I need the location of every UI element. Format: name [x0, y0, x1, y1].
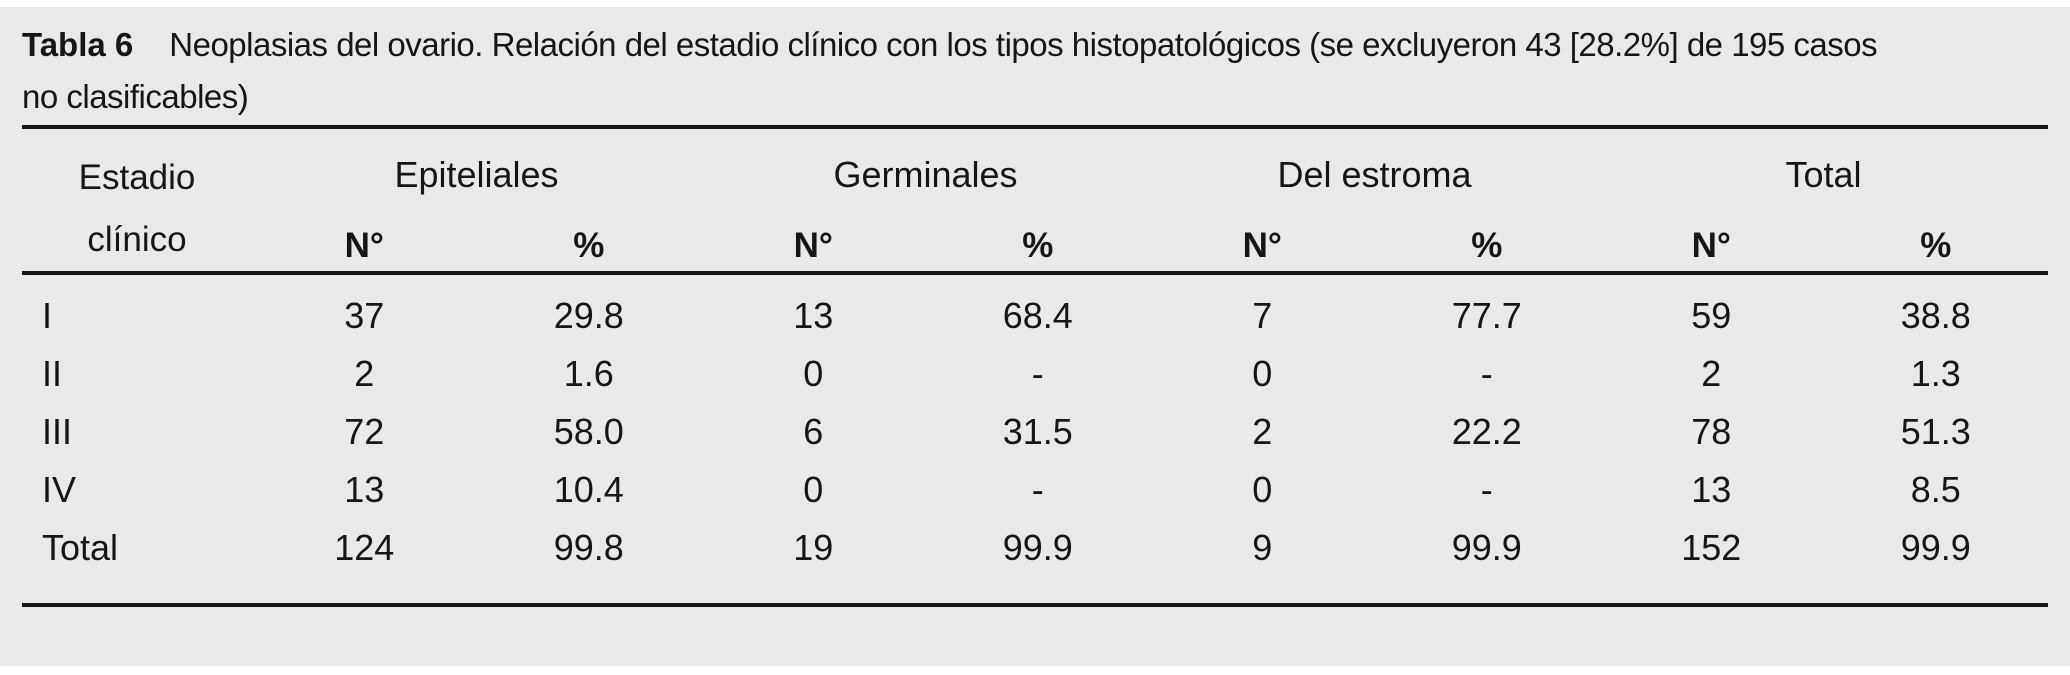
table-cell: 1.6	[563, 353, 614, 394]
table-cell: -	[1031, 469, 1044, 510]
subheader-n: N°	[344, 225, 384, 265]
table-cell: 37	[344, 295, 385, 336]
table-cell: 0	[1252, 353, 1273, 394]
data-table: Estadio clínico Epiteliales Germinales D…	[22, 125, 2049, 607]
table-cell: 0	[803, 469, 824, 510]
subheader-pct: %	[1471, 225, 1503, 265]
table-cell: 51.3	[1900, 411, 1971, 452]
stage-header-line1: Estadio	[78, 158, 196, 197]
table-cell: 13	[1691, 469, 1732, 510]
table-cell: 78	[1691, 411, 1732, 452]
caption-line-2: no clasificables)	[22, 71, 2048, 123]
subheader-n: N°	[1242, 225, 1282, 265]
header-sub-row: N° % N° % N° % N° %	[22, 221, 2048, 273]
table-cell: 2	[354, 353, 375, 394]
table-cell: 59	[1691, 295, 1732, 336]
subheader-n: N°	[1691, 225, 1731, 265]
row-stage-label: III	[42, 411, 73, 452]
table-cell: 1.3	[1910, 353, 1961, 394]
row-stage-label: IV	[42, 469, 77, 510]
table-cell: 58.0	[553, 411, 624, 452]
table-cell: 124	[334, 527, 395, 568]
table-cell: 29.8	[553, 295, 624, 336]
subheader-pct: %	[573, 225, 605, 265]
table-cell: 152	[1681, 527, 1742, 568]
table-cell: 10.4	[553, 469, 624, 510]
table-cell: 77.7	[1451, 295, 1522, 336]
table-cell: 7	[1252, 295, 1273, 336]
table-cell: 99.9	[1900, 527, 1971, 568]
group-header-total: Total	[1785, 153, 1862, 195]
table-cell: 2	[1701, 353, 1722, 394]
table-cell: 13	[344, 469, 385, 510]
subheader-n: N°	[793, 225, 833, 265]
row-stage-label: II	[42, 353, 63, 394]
table-row: IV 13 10.4 0 - 0 - 13 8.5	[22, 461, 2048, 519]
subheader-pct: %	[1920, 225, 1952, 265]
table-body: I 37 29.8 13 68.4 7 77.7 59 38.8 II 2 1.…	[22, 273, 2048, 605]
table-cell: 0	[803, 353, 824, 394]
table-row: II 2 1.6 0 - 0 - 2 1.3	[22, 345, 2048, 403]
stage-header-line2: clínico	[87, 220, 187, 259]
table-cell: 2	[1252, 411, 1273, 452]
table-cell: 13	[793, 295, 834, 336]
table-cell: 22.2	[1451, 411, 1522, 452]
table-cell: -	[1031, 353, 1044, 394]
subheader-pct: %	[1022, 225, 1054, 265]
group-header-germinales: Germinales	[833, 153, 1018, 195]
table-row: Total 124 99.8 19 99.9 9 99.9 152 99.9	[22, 519, 2048, 605]
table-cell: 6	[803, 411, 824, 452]
document-panel: Tabla 6 Neoplasias del ovario. Relación d…	[0, 7, 2070, 666]
table-cell: 9	[1252, 527, 1273, 568]
table-cell: -	[1480, 469, 1493, 510]
table-cell: 99.9	[1451, 527, 1522, 568]
table-cell: 68.4	[1002, 295, 1073, 336]
table-header: Estadio clínico Epiteliales Germinales D…	[22, 127, 2049, 273]
table-cell: 19	[793, 527, 834, 568]
stage-column-header: Estadio clínico	[22, 127, 252, 273]
header-group-row: Estadio clínico Epiteliales Germinales D…	[22, 127, 2048, 259]
table-cell: 8.5	[1910, 469, 1961, 510]
caption-text-2: no clasificables)	[22, 78, 249, 115]
table-cell: 0	[1252, 469, 1273, 510]
caption-text-1: Neoplasias del ovario. Relación del esta…	[169, 26, 1878, 63]
table-row: I 37 29.8 13 68.4 7 77.7 59 38.8	[22, 273, 2048, 345]
table-cell: 31.5	[1002, 411, 1073, 452]
table-cell: 38.8	[1900, 295, 1971, 336]
table-caption: Tabla 6 Neoplasias del ovario. Relación d…	[0, 7, 2070, 123]
caption-label: Tabla 6	[22, 26, 134, 63]
row-stage-label: Total	[42, 527, 119, 568]
group-header-del-estroma: Del estroma	[1277, 153, 1472, 195]
group-header-epiteliales: Epiteliales	[394, 153, 559, 195]
row-stage-label: I	[42, 295, 53, 336]
table-cell: -	[1480, 353, 1493, 394]
caption-line-1: Tabla 6 Neoplasias del ovario. Relación d…	[22, 19, 2048, 71]
table-row: III 72 58.0 6 31.5 2 22.2 78 51.3	[22, 403, 2048, 461]
table-cell: 99.8	[553, 527, 624, 568]
table-cell: 72	[344, 411, 385, 452]
table-cell: 99.9	[1002, 527, 1073, 568]
